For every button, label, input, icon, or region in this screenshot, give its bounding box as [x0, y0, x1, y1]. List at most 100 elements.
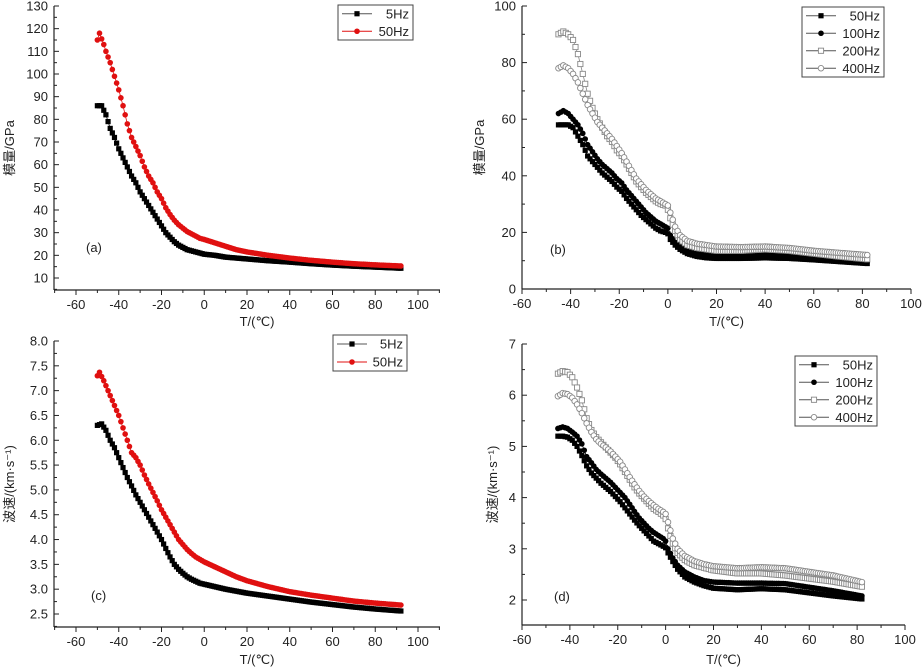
- legend-label: 50Hz: [379, 24, 409, 39]
- data-point: [115, 87, 122, 93]
- data-point: [611, 181, 617, 187]
- series-line: [558, 124, 868, 264]
- data-point: [859, 593, 865, 599]
- data-point: [592, 161, 598, 168]
- data-point: [617, 499, 623, 505]
- data-point: [582, 80, 589, 87]
- data-point: [141, 472, 148, 478]
- data-point: [572, 440, 578, 446]
- y-tick-label: 20: [502, 225, 516, 240]
- data-point: [398, 608, 404, 614]
- data-point: [148, 485, 154, 491]
- data-point: [126, 479, 133, 485]
- data-point: [569, 374, 576, 381]
- panel-label: (a): [86, 240, 102, 255]
- data-point: [122, 159, 128, 165]
- y-tick-label: 7.5: [30, 358, 48, 373]
- y-tick-label: 90: [34, 89, 48, 104]
- data-point: [619, 188, 625, 194]
- y-tick-label: 60: [34, 157, 48, 172]
- series-50hz: [94, 369, 404, 608]
- x-tick-label: 60: [807, 296, 821, 311]
- data-point: [118, 460, 124, 466]
- x-tick-label: 60: [325, 297, 339, 312]
- x-tick-label: 80: [855, 296, 869, 311]
- data-point: [163, 545, 169, 552]
- series-50hz: [94, 30, 404, 269]
- data-point: [109, 66, 116, 73]
- legend: 5Hz 50Hz: [332, 334, 408, 372]
- data-point: [597, 167, 603, 173]
- x-tick-label: 100: [407, 634, 429, 649]
- legend-marker: [817, 64, 825, 72]
- data-point: [107, 59, 113, 66]
- data-point: [99, 421, 105, 427]
- data-point: [581, 447, 588, 454]
- data-point: [150, 522, 156, 528]
- series-400hz: [555, 62, 871, 259]
- series-line: [97, 105, 401, 269]
- data-point: [574, 79, 582, 86]
- data-point: [135, 495, 141, 502]
- data-point: [122, 469, 128, 476]
- legend-label: 100Hz: [842, 26, 880, 41]
- data-point: [154, 216, 160, 222]
- x-tick-label: 80: [368, 634, 382, 649]
- legend-label: 200Hz: [842, 43, 880, 58]
- data-point: [113, 407, 120, 414]
- data-point: [107, 392, 113, 399]
- legend-label: 400Hz: [842, 61, 880, 76]
- chart-panel-b: -60 -40 -20 0 20 40 60 80 100 0 20 40 60 80 100 T/(℃) 模量…: [472, 0, 922, 329]
- data-point: [103, 48, 109, 55]
- series-5hz: [94, 421, 404, 614]
- data-point: [150, 489, 156, 496]
- data-point: [574, 443, 580, 449]
- data-point: [169, 558, 175, 564]
- y-tick-label: 2.5: [30, 607, 48, 622]
- data-point: [115, 412, 122, 419]
- y-tick-label: 70: [34, 135, 48, 150]
- data-point: [139, 467, 146, 473]
- data-point: [130, 139, 137, 145]
- data-point: [664, 202, 672, 209]
- data-point: [99, 103, 105, 109]
- legend: 5Hz 50Hz: [337, 4, 414, 41]
- x-tick-label: -20: [610, 296, 629, 311]
- data-point: [398, 263, 404, 269]
- x-tick-label: 60: [325, 634, 339, 649]
- legend-label: 5Hz: [386, 6, 409, 21]
- data-point: [137, 499, 143, 505]
- data-point: [859, 596, 865, 602]
- data-point: [570, 36, 577, 44]
- y-tick-label: 7.0: [30, 383, 48, 398]
- legend-marker: [811, 362, 817, 368]
- data-point: [114, 450, 120, 456]
- x-tick-label: -40: [560, 632, 579, 647]
- data-point: [669, 216, 676, 223]
- x-tick-label: 80: [368, 297, 382, 312]
- x-tick-label: -60: [67, 634, 86, 649]
- legend-label: 100Hz: [835, 375, 873, 390]
- data-point: [133, 492, 139, 498]
- x-tick-label: 20: [709, 296, 723, 311]
- y-tick-label: 2: [509, 593, 516, 608]
- data-point: [664, 518, 672, 526]
- x-axis-title: T/(℃): [709, 314, 744, 329]
- data-point: [575, 122, 581, 128]
- y-tick-label: 5.5: [30, 458, 48, 473]
- y-tick-label: 6.0: [30, 433, 48, 448]
- data-point: [585, 153, 591, 159]
- data-point: [137, 189, 143, 195]
- data-point: [111, 402, 118, 409]
- x-tick-label: -60: [67, 297, 86, 312]
- y-tick-label: 100: [494, 0, 516, 14]
- data-point: [633, 207, 639, 213]
- data-point: [98, 36, 105, 42]
- x-tick-label: -20: [152, 297, 171, 312]
- data-point: [143, 510, 150, 517]
- data-point: [662, 538, 669, 544]
- x-tick-label: 60: [802, 632, 816, 647]
- data-point: [634, 520, 640, 526]
- x-tick-label: -20: [608, 632, 627, 647]
- data-point: [146, 514, 152, 520]
